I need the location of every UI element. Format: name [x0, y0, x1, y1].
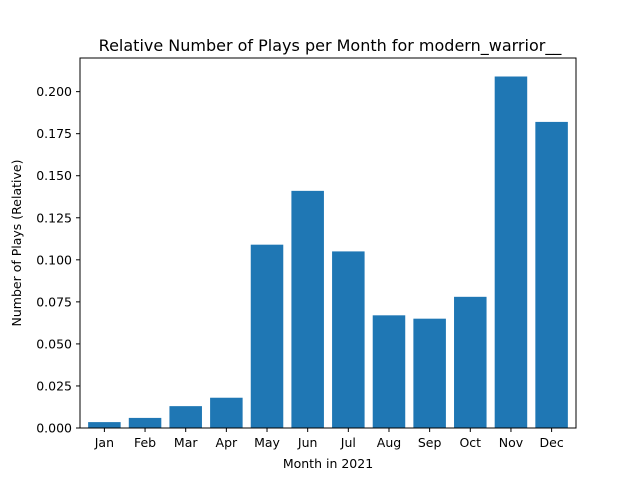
bar-dec — [535, 121, 568, 428]
plot-frame — [79, 57, 577, 429]
y-tick-label: 0.025 — [36, 378, 72, 393]
y-tick-label: 0.125 — [36, 210, 72, 225]
y-tick-label: 0.000 — [36, 421, 72, 436]
y-tick-label: 0.175 — [36, 126, 72, 141]
bar-jun — [291, 190, 324, 428]
y-axis-ticks: 0.000 0.025 0.050 0.075 0.100 0.125 0.150 0.175… — [36, 84, 80, 436]
x-tick-label: Apr — [216, 435, 238, 450]
bar-aug — [372, 315, 406, 428]
chart-title: Relative Number of Plays per Month for m… — [99, 36, 563, 56]
bar-may — [250, 244, 284, 428]
bar-sep — [413, 318, 446, 428]
x-tick-label: Jun — [297, 435, 318, 450]
x-tick-label: Jan — [94, 435, 114, 450]
x-tick-label: Aug — [377, 435, 401, 450]
y-tick-label: 0.050 — [36, 336, 72, 351]
y-tick-label: 0.200 — [36, 84, 72, 99]
bar-apr — [210, 397, 243, 428]
y-tick-label: 0.100 — [36, 252, 72, 267]
y-tick-label: 0.150 — [36, 168, 72, 183]
x-tick-label: Oct — [459, 435, 481, 450]
x-tick-label: Nov — [499, 435, 524, 450]
bar-mar — [169, 406, 202, 428]
x-tick-label: Jul — [340, 435, 356, 450]
bars-group — [88, 76, 568, 428]
bar-oct — [454, 296, 487, 428]
x-tick-label: May — [254, 435, 280, 450]
x-tick-label: Sep — [418, 435, 442, 450]
bar-jul — [332, 251, 365, 428]
bar-nov — [494, 76, 528, 428]
x-axis-ticks: Jan Feb Mar Apr May Jun Jul Aug Sep Oct Nov Dec — [94, 428, 564, 450]
bar-feb — [128, 417, 162, 428]
bar-jan — [88, 422, 121, 428]
x-tick-label: Feb — [134, 435, 156, 450]
x-axis-label: Month in 2021 — [283, 456, 373, 471]
y-tick-label: 0.075 — [36, 294, 72, 309]
y-axis-label: Number of Plays (Relative) — [9, 160, 24, 327]
x-tick-label: Mar — [174, 435, 198, 450]
x-tick-label: Dec — [540, 435, 564, 450]
